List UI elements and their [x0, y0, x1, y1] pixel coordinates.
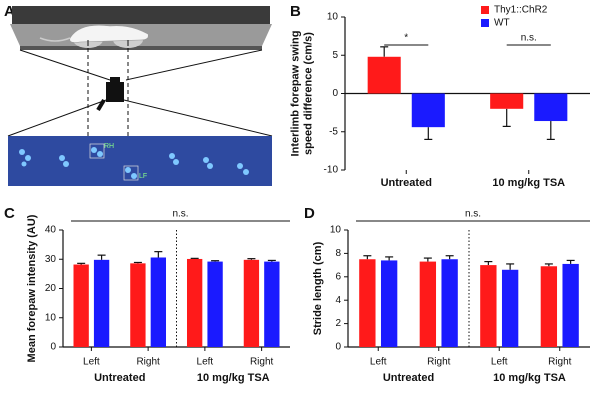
y-tick-label: 4: [335, 295, 341, 306]
y-tick-label: -10: [324, 165, 339, 176]
legend-swatch: [481, 19, 489, 27]
group-label: Untreated: [94, 372, 145, 384]
mouse-tail: [39, 37, 71, 42]
bar: [150, 257, 167, 347]
footprint-image: [8, 136, 272, 186]
y-tick-label: 8: [335, 248, 341, 259]
y-tick-label: 10: [330, 225, 342, 236]
bar: [186, 258, 203, 347]
paw-label: RH: [104, 143, 114, 150]
x-tick-label: Right: [250, 357, 274, 368]
bar: [490, 93, 524, 109]
x-tick-label: Left: [370, 357, 387, 368]
bar: [411, 93, 445, 128]
camera: [106, 82, 124, 102]
y-tick-label: 10: [45, 312, 57, 323]
panel-letter: C: [4, 205, 15, 222]
mouse: [69, 24, 149, 43]
x-tick-label: Left: [83, 357, 100, 368]
footprints: [19, 147, 249, 179]
y-axis-label: speed difference (cm/s): [302, 32, 314, 155]
y-tick-label: 10: [327, 12, 339, 23]
camera-handle: [96, 98, 106, 112]
group-label: Untreated: [383, 372, 434, 384]
bar: [93, 259, 110, 347]
panel-letter: A: [4, 3, 15, 20]
bar: [130, 263, 146, 347]
y-tick-label: 0: [50, 342, 56, 353]
y-axis-label: Stride length (cm): [312, 241, 324, 335]
view-line: [123, 99, 273, 137]
y-tick-label: 6: [335, 271, 341, 282]
y-axis-label: Mean forepaw intensity (AU): [26, 214, 38, 362]
y-tick-label: 0: [332, 88, 338, 99]
paw-box: [89, 143, 105, 159]
significance-label: *: [404, 33, 408, 44]
bar: [264, 261, 280, 347]
group-label: 10 mg/kg TSA: [197, 372, 270, 384]
bar: [480, 265, 497, 347]
paw-label: LF: [139, 173, 147, 180]
y-tick-label: 30: [45, 254, 57, 265]
bar: [501, 269, 519, 347]
paw-box: [123, 165, 139, 181]
bar: [534, 93, 568, 122]
y-tick-label: 40: [45, 225, 57, 236]
panel-letter: B: [290, 3, 301, 20]
bar: [359, 259, 376, 347]
view-line: [19, 49, 111, 81]
significance-label: n.s.: [465, 209, 481, 220]
paw-arrows: [87, 40, 129, 46]
enclosure-top: [12, 6, 270, 24]
x-tick-label: Right: [427, 357, 451, 368]
view-line: [125, 49, 263, 81]
bar: [380, 260, 398, 347]
x-tick-label: Left: [491, 357, 508, 368]
bar: [367, 56, 401, 94]
legend-label: Thy1::ChR2: [494, 5, 548, 16]
y-tick-label: 20: [45, 283, 57, 294]
legend-swatch: [481, 6, 489, 14]
y-tick-label: -5: [329, 126, 338, 137]
bar: [441, 259, 458, 347]
x-tick-label: Right: [548, 357, 572, 368]
bar: [243, 259, 260, 347]
significance-label: n.s.: [521, 33, 537, 44]
panel-a: A RH LF: [4, 3, 273, 186]
y-tick-label: 5: [332, 50, 338, 61]
x-tick-label: Right: [136, 357, 160, 368]
legend-label: WT: [494, 18, 510, 29]
y-tick-label: 2: [335, 318, 341, 329]
bar: [540, 266, 558, 347]
x-tick-label: Left: [197, 357, 214, 368]
bar: [419, 261, 437, 347]
view-line: [7, 99, 107, 137]
y-axis-label: Interlimb forepaw swing: [289, 31, 301, 157]
bar: [73, 264, 89, 347]
significance-label: n.s.: [172, 209, 188, 220]
bar: [207, 261, 223, 347]
bar: [562, 263, 579, 347]
panel-letter: D: [304, 205, 315, 222]
camera-lens: [110, 77, 120, 83]
x-category-label: 10 mg/kg TSA: [492, 177, 565, 189]
walkway-edge: [20, 46, 262, 50]
group-label: 10 mg/kg TSA: [493, 372, 566, 384]
y-tick-label: 0: [335, 342, 341, 353]
x-category-label: Untreated: [381, 177, 432, 189]
